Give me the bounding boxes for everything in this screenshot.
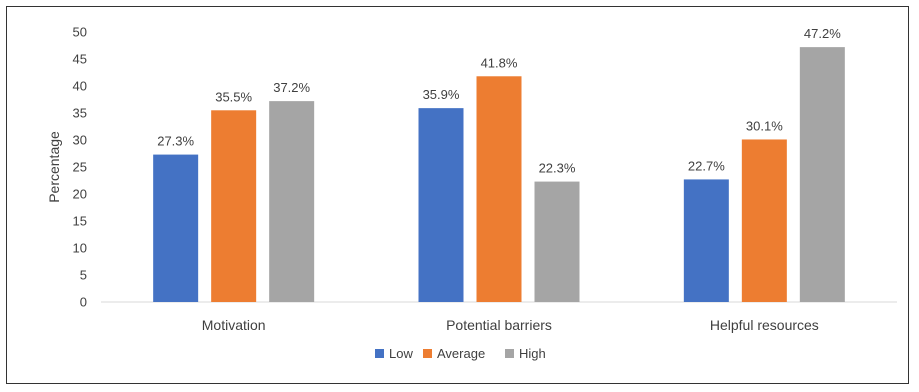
legend: Low Average High [375, 346, 546, 361]
y-tick-label: 45 [73, 52, 87, 67]
bar-low-3 [683, 179, 729, 302]
data-label: 35.5% [215, 89, 252, 104]
y-tick-label: 40 [73, 79, 87, 94]
y-tick-label: 10 [73, 241, 87, 256]
data-label: 37.2% [273, 80, 310, 95]
data-label: 47.2% [804, 26, 841, 41]
legend-swatch-high [505, 349, 514, 358]
legend-swatch-average [423, 349, 432, 358]
data-label: 22.7% [688, 158, 725, 173]
y-tick-label: 25 [73, 160, 87, 175]
bar-low-1 [153, 154, 199, 302]
data-label: 22.3% [539, 161, 576, 176]
y-tick-label: 15 [73, 214, 87, 229]
y-axis-title: Percentage [46, 131, 62, 203]
chart-frame: Percentage 0 5 10 15 20 25 30 35 40 45 50 27.3% 35.… [6, 6, 909, 384]
data-label: 35.9% [423, 87, 460, 102]
y-tick-label: 5 [80, 268, 87, 283]
y-tick-label: 50 [73, 25, 87, 40]
y-axis-label: Percentage [46, 131, 62, 203]
category-labels: Motivation Potential barriers Helpful reso… [202, 317, 819, 333]
y-tick-label: 30 [73, 133, 87, 148]
y-tick-label: 0 [80, 295, 87, 310]
legend-label-low: Low [389, 346, 413, 361]
bar-high-1 [269, 101, 315, 303]
y-tick-label: 35 [73, 106, 87, 121]
bar-average-2 [476, 76, 522, 302]
category-label: Potential barriers [446, 317, 552, 333]
data-label: 41.8% [481, 55, 518, 70]
y-axis-ticks: 0 5 10 15 20 25 30 35 40 45 50 [73, 25, 87, 310]
legend-swatch-low [375, 349, 384, 358]
data-label: 30.1% [746, 118, 783, 133]
category-label: Helpful resources [710, 317, 819, 333]
bar-chart: Percentage 0 5 10 15 20 25 30 35 40 45 50 27.3% 35.… [46, 25, 897, 361]
bars [153, 47, 845, 303]
bar-average-3 [741, 139, 787, 302]
category-label: Motivation [202, 317, 266, 333]
data-label: 27.3% [157, 134, 194, 149]
data-labels: 27.3% 35.5% 37.2% 35.9% 41.8% 22.3% 22.7% 30.1%… [157, 26, 841, 175]
y-tick-label: 20 [73, 187, 87, 202]
legend-label-high: High [519, 346, 546, 361]
bar-average-1 [211, 110, 257, 302]
legend-label-average: Average [437, 346, 485, 361]
bar-low-2 [418, 108, 464, 302]
bar-high-3 [799, 47, 845, 303]
bar-high-2 [534, 181, 580, 302]
